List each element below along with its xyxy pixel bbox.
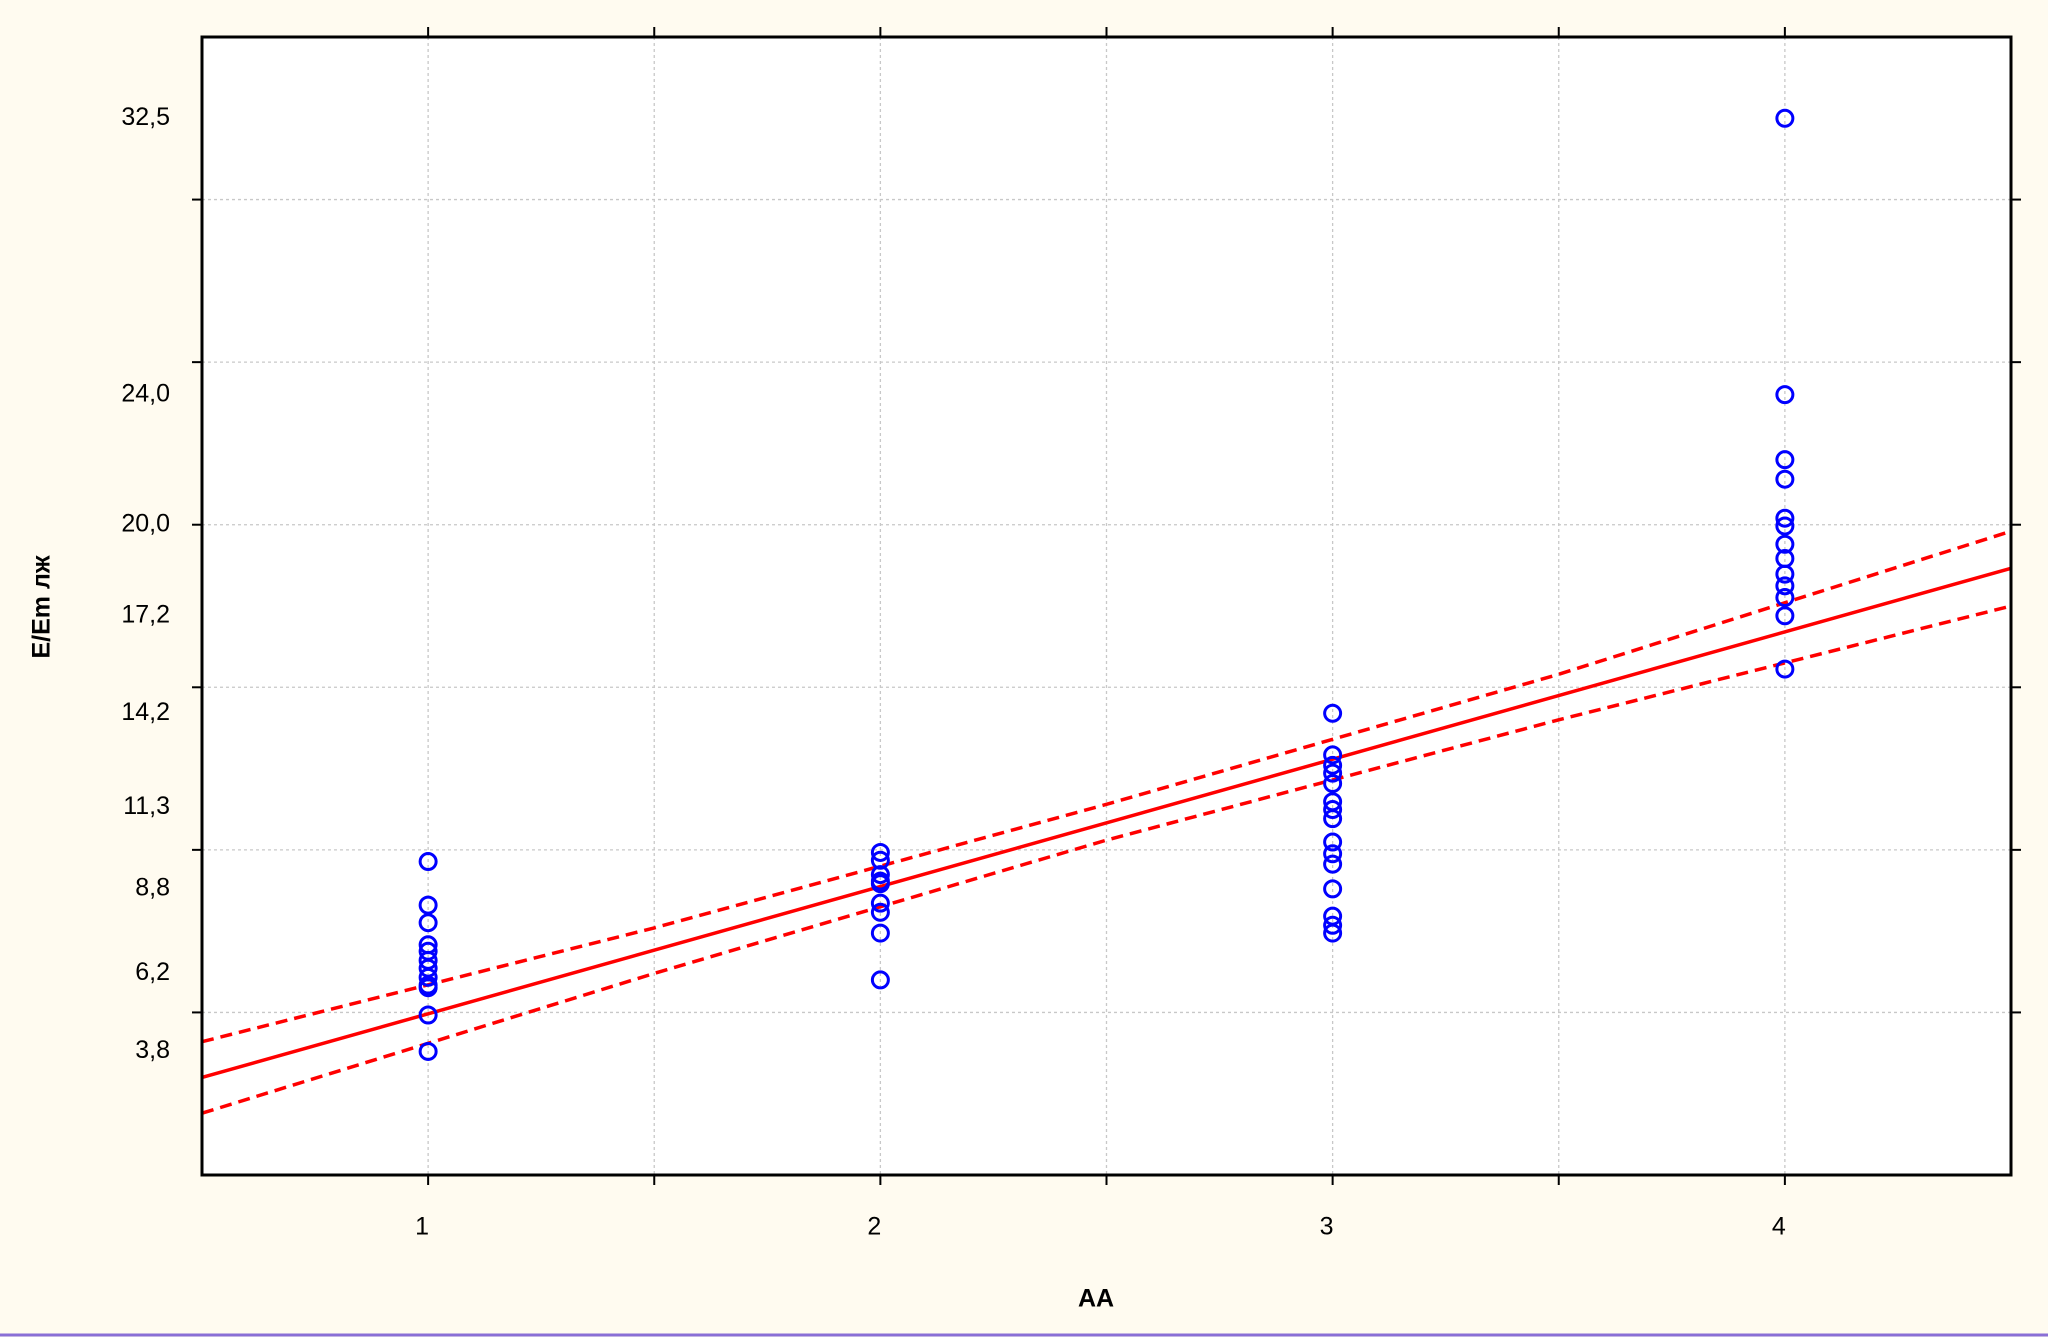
- point: [418, 895, 438, 915]
- x-tick-label: 3: [1320, 1213, 1334, 1241]
- x-tick-label: 2: [867, 1213, 881, 1241]
- point: [1775, 469, 1795, 489]
- x-tick-label: 4: [1772, 1213, 1786, 1241]
- point: [418, 913, 438, 933]
- y-tick-label: 6,2: [135, 958, 170, 986]
- y-tick-label: 20,0: [121, 509, 170, 537]
- point: [1323, 915, 1343, 935]
- point: [418, 852, 438, 872]
- confidence-band: [201, 529, 2012, 1044]
- point: [1323, 879, 1343, 899]
- y-axis-title: E/Em лж: [28, 555, 56, 658]
- x-tick-label: 1: [415, 1213, 429, 1241]
- point: [1323, 763, 1343, 783]
- point: [1775, 108, 1795, 128]
- point: [1323, 844, 1343, 864]
- point: [1775, 508, 1795, 528]
- point: [870, 902, 890, 922]
- point: [870, 874, 890, 894]
- point: [870, 923, 890, 943]
- point: [1775, 606, 1795, 626]
- point: [1323, 755, 1343, 775]
- point: [418, 1041, 438, 1061]
- y-tick-label: 11,3: [123, 792, 170, 820]
- marks: [201, 108, 2012, 1115]
- point: [418, 978, 438, 998]
- point: [870, 970, 890, 990]
- point: [1323, 703, 1343, 723]
- point: [1775, 588, 1795, 608]
- y-tick-label: 3,8: [135, 1036, 170, 1064]
- point: [1775, 564, 1795, 584]
- y-tick-label: 24,0: [121, 379, 170, 407]
- regression-line: [201, 566, 2012, 1080]
- point: [1775, 516, 1795, 536]
- point: [1323, 854, 1343, 874]
- point: [870, 850, 890, 870]
- point: [1775, 385, 1795, 405]
- y-tick-label: 32,5: [121, 103, 170, 131]
- point: [1775, 576, 1795, 596]
- x-axis-title: АА: [1078, 1285, 1114, 1313]
- y-tick-label: 14,2: [121, 698, 170, 726]
- point: [1323, 774, 1343, 794]
- point: [870, 893, 890, 913]
- point: [1775, 659, 1795, 679]
- y-tick-label: 8,8: [135, 873, 170, 901]
- point: [870, 842, 890, 862]
- point: [1323, 923, 1343, 943]
- confidence-band: [201, 604, 2012, 1115]
- point: [1323, 745, 1343, 765]
- point: [1775, 534, 1795, 554]
- point: [1323, 800, 1343, 820]
- point: [1323, 832, 1343, 852]
- point: [1323, 809, 1343, 829]
- y-tick-label: 17,2: [121, 600, 170, 628]
- point: [418, 1005, 438, 1025]
- point: [870, 865, 890, 885]
- point: [1775, 450, 1795, 470]
- point: [418, 967, 438, 987]
